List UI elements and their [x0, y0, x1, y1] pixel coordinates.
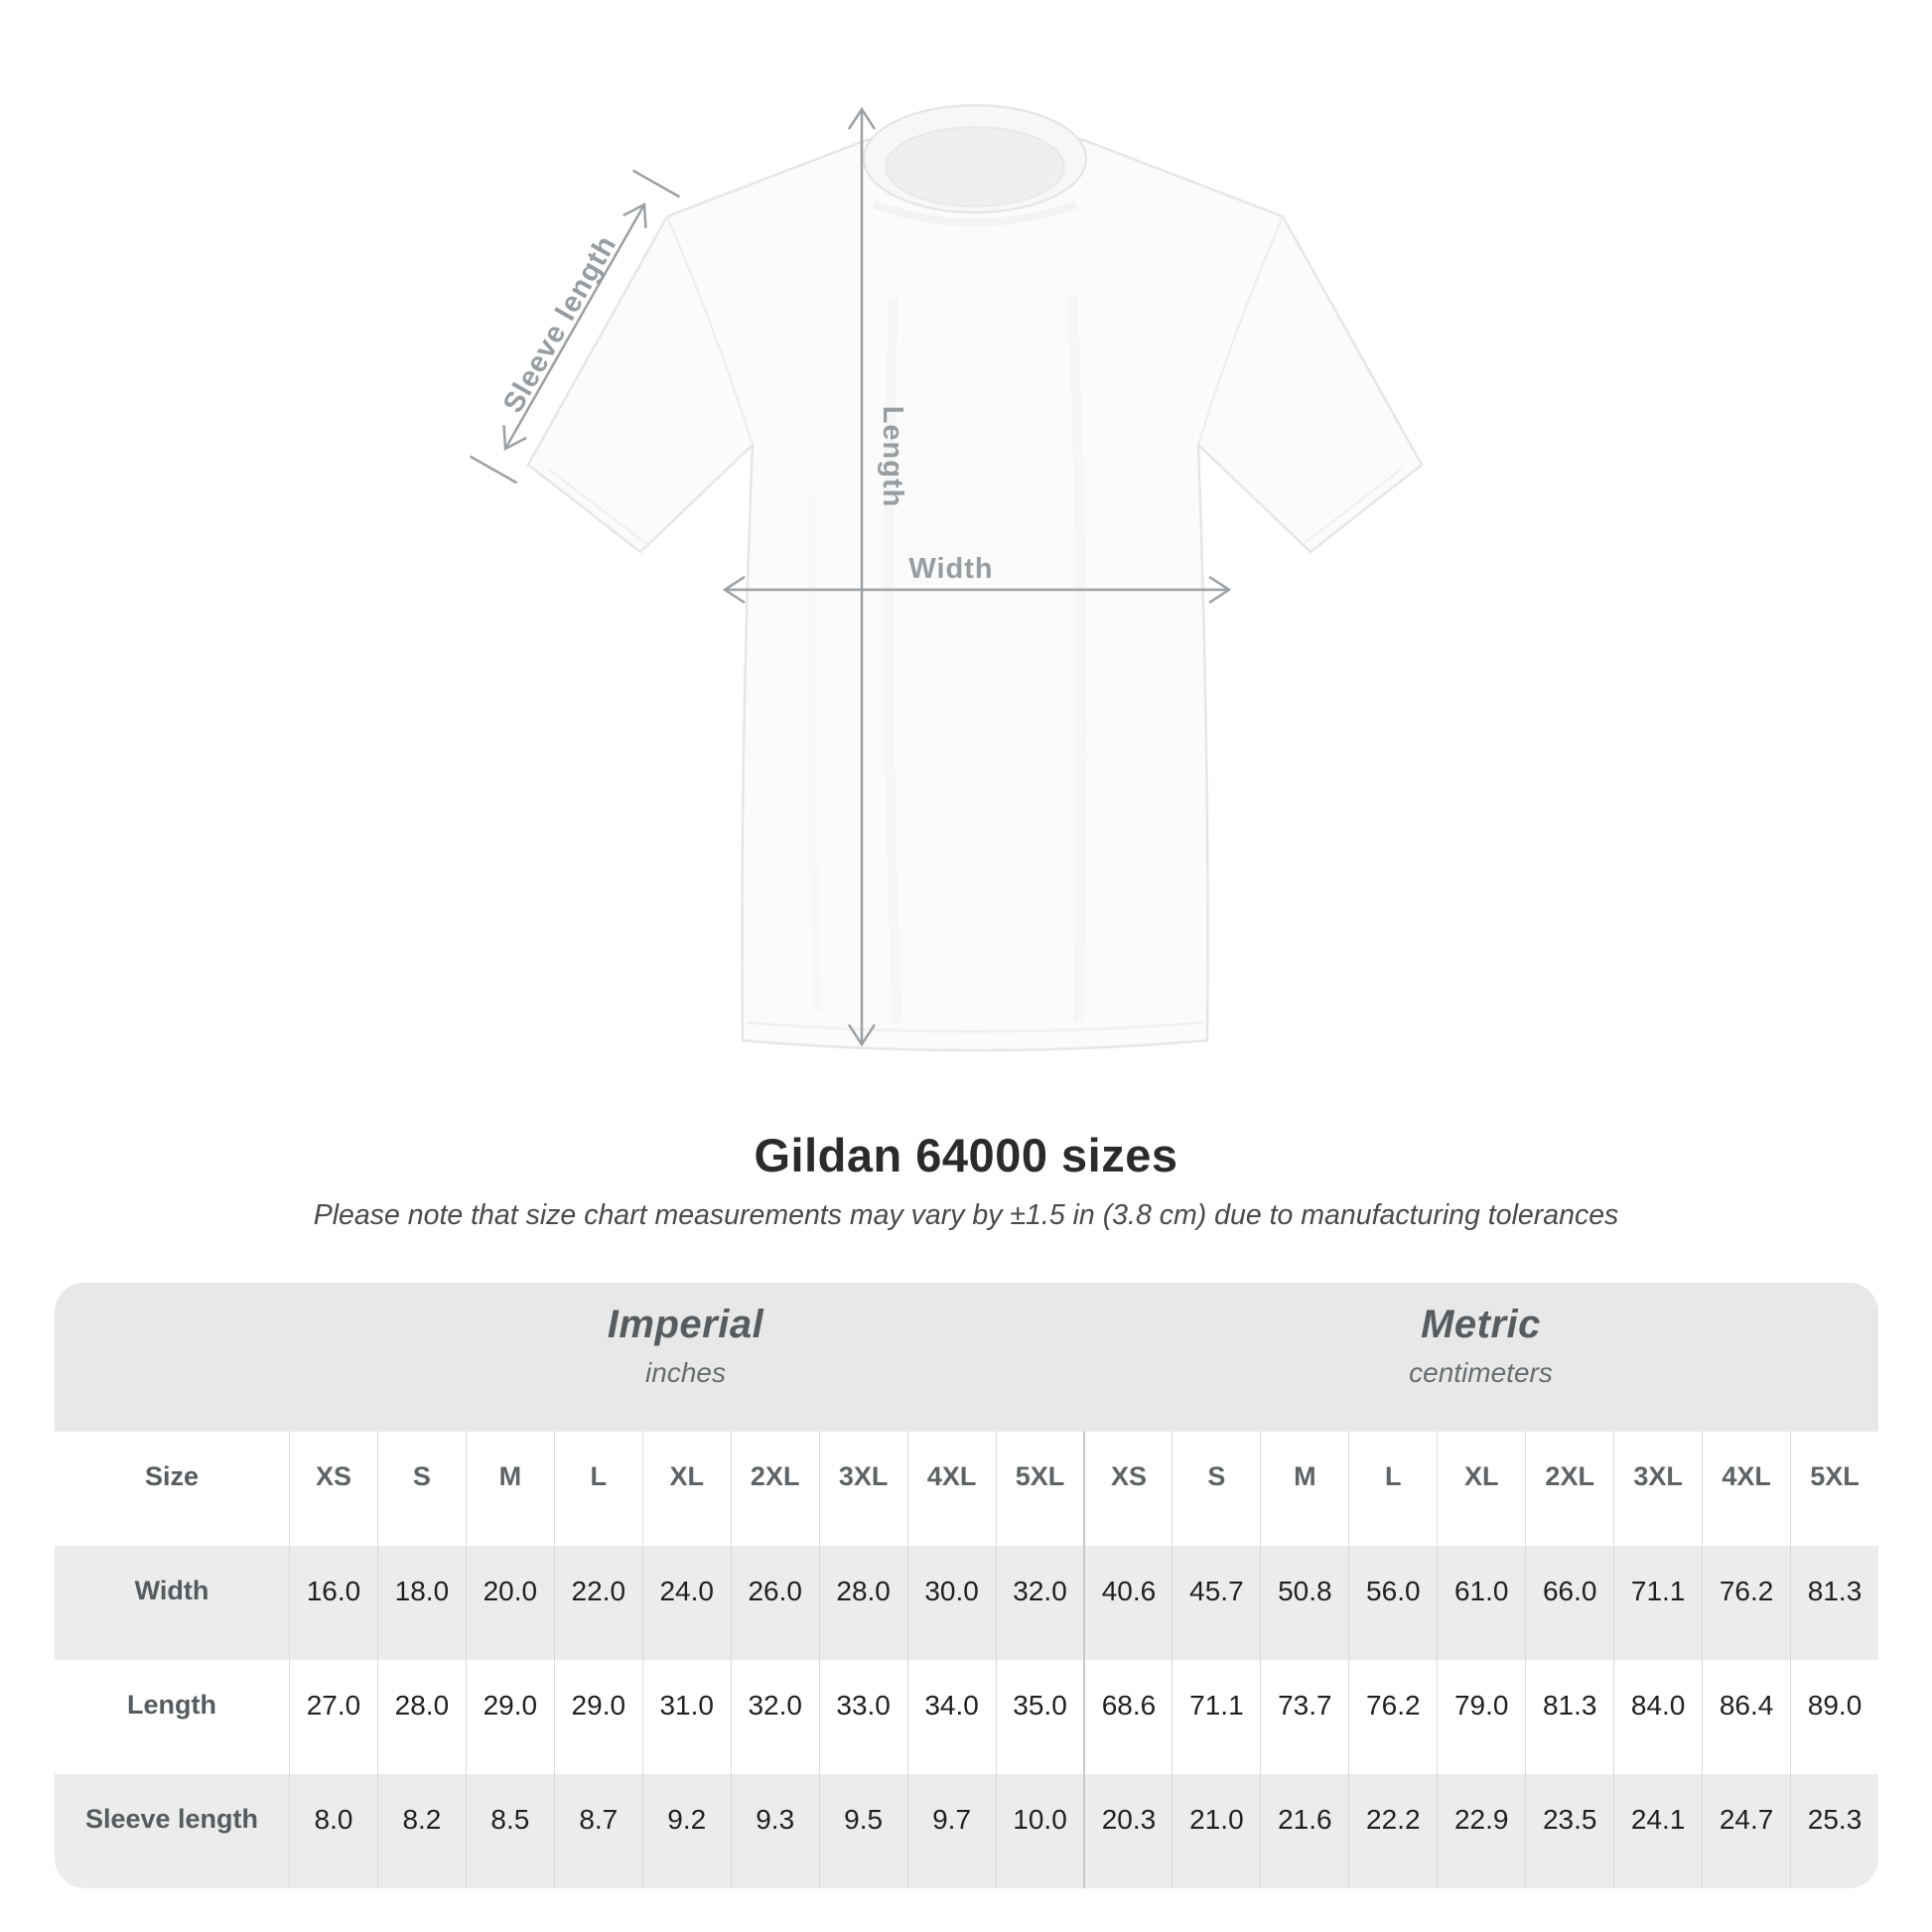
- tshirt-body: [526, 123, 1424, 1052]
- size-column-header: M: [465, 1432, 554, 1546]
- measurement-value: 22.0: [553, 1546, 642, 1660]
- size-column-header: S: [1172, 1432, 1261, 1546]
- tshirt-collar: [863, 104, 1087, 226]
- measurement-value: 28.0: [376, 1660, 466, 1774]
- measurement-value: 21.0: [1172, 1774, 1261, 1888]
- size-column-header: XL: [1437, 1432, 1526, 1546]
- measurement-value: 45.7: [1172, 1546, 1261, 1660]
- measurement-value: 89.0: [1790, 1660, 1878, 1774]
- measurement-value: 20.3: [1083, 1774, 1173, 1888]
- metric-unit: centimeters: [1409, 1357, 1553, 1388]
- size-column-header: 2XL: [1525, 1432, 1614, 1546]
- unit-header-band: Imperial inches Metric centimeters: [55, 1283, 1878, 1432]
- measurement-value: 8.0: [289, 1774, 377, 1888]
- measurement-value: 22.9: [1437, 1774, 1526, 1888]
- size-column-header: XS: [1083, 1432, 1173, 1546]
- size-column-header: S: [376, 1432, 466, 1546]
- size-column-header: L: [553, 1432, 642, 1546]
- width-arrow: [722, 575, 1232, 605]
- size-column-header: L: [1348, 1432, 1438, 1546]
- size-column-header: 4XL: [906, 1432, 996, 1546]
- measurement-value: 81.3: [1790, 1546, 1878, 1660]
- measurement-value: 56.0: [1348, 1546, 1438, 1660]
- measurement-value: 10.0: [995, 1774, 1084, 1888]
- size-column-header: 4XL: [1702, 1432, 1791, 1546]
- size-column-header: 3XL: [1613, 1432, 1703, 1546]
- measurement-value: 8.2: [376, 1774, 466, 1888]
- size-column-header: M: [1260, 1432, 1349, 1546]
- measurement-value: 23.5: [1525, 1774, 1614, 1888]
- measurement-value: 68.6: [1083, 1660, 1173, 1774]
- measurement-value: 8.5: [465, 1774, 554, 1888]
- measurement-value: 26.0: [730, 1546, 819, 1660]
- imperial-group-header: Imperial inches: [288, 1303, 1083, 1389]
- measurement-value: 9.2: [641, 1774, 731, 1888]
- measurement-value: 30.0: [906, 1546, 996, 1660]
- tshirt-illustration: [526, 104, 1424, 1052]
- metric-label: Metric: [1421, 1303, 1541, 1346]
- measurement-value: 71.1: [1613, 1546, 1703, 1660]
- tolerance-note: Please note that size chart measurements…: [313, 1199, 1619, 1231]
- measurement-value: 18.0: [376, 1546, 466, 1660]
- measurement-value: 81.3: [1525, 1660, 1614, 1774]
- measurement-value: 50.8: [1260, 1546, 1349, 1660]
- size-column-header: 3XL: [818, 1432, 907, 1546]
- size-column-header: 2XL: [730, 1432, 819, 1546]
- measurement-value: 24.0: [641, 1546, 731, 1660]
- measurement-value: 9.5: [818, 1774, 907, 1888]
- size-grid: Size XS S M L XL 2XL 3XL 4XL 5XL XS S M L XL 2XL 3XL 4XL 5…: [55, 1432, 1878, 1888]
- measurement-value: 28.0: [818, 1546, 907, 1660]
- measurement-value: 21.6: [1260, 1774, 1349, 1888]
- measurement-value: 76.2: [1348, 1660, 1438, 1774]
- measurement-value: 40.6: [1083, 1546, 1173, 1660]
- width-label: Width: [908, 553, 993, 585]
- page-title: Gildan 64000 sizes: [754, 1129, 1178, 1181]
- metric-group-header: Metric centimeters: [1083, 1303, 1878, 1389]
- measurement-lines: [469, 106, 1232, 1047]
- imperial-label: Imperial: [607, 1303, 764, 1346]
- measurement-value: 8.7: [553, 1774, 642, 1888]
- measurement-value: 24.7: [1702, 1774, 1791, 1888]
- imperial-unit: inches: [645, 1357, 726, 1388]
- measurement-value: 25.3: [1790, 1774, 1878, 1888]
- size-column-header: XL: [641, 1432, 731, 1546]
- row-label: Size: [55, 1432, 289, 1546]
- measurement-value: 32.0: [995, 1546, 1084, 1660]
- length-label: Length: [877, 406, 908, 508]
- measurement-value: 79.0: [1437, 1660, 1526, 1774]
- row-label: Width: [55, 1546, 289, 1660]
- measurement-value: 86.4: [1702, 1660, 1791, 1774]
- measurement-value: 20.0: [465, 1546, 554, 1660]
- measurement-value: 76.2: [1702, 1546, 1791, 1660]
- row-label: Length: [55, 1660, 289, 1774]
- measurement-value: 61.0: [1437, 1546, 1526, 1660]
- measurement-value: 9.7: [906, 1774, 996, 1888]
- size-column-header: 5XL: [1790, 1432, 1878, 1546]
- measurement-value: 9.3: [730, 1774, 819, 1888]
- measurement-value: 66.0: [1525, 1546, 1614, 1660]
- row-label: Sleeve length: [55, 1774, 289, 1888]
- measurement-value: 29.0: [465, 1660, 554, 1774]
- measurement-value: 33.0: [818, 1660, 907, 1774]
- measurement-value: 35.0: [995, 1660, 1084, 1774]
- measurement-value: 31.0: [641, 1660, 731, 1774]
- measurement-value: 22.2: [1348, 1774, 1438, 1888]
- measurement-value: 73.7: [1260, 1660, 1349, 1774]
- measurement-value: 71.1: [1172, 1660, 1261, 1774]
- measurement-value: 29.0: [553, 1660, 642, 1774]
- measurement-value: 32.0: [730, 1660, 819, 1774]
- size-column-header: XS: [289, 1432, 377, 1546]
- measurement-value: 84.0: [1613, 1660, 1703, 1774]
- length-arrow: [847, 106, 877, 1047]
- measurement-value: 24.1: [1613, 1774, 1703, 1888]
- size-column-header: 5XL: [995, 1432, 1084, 1546]
- measurement-value: 34.0: [906, 1660, 996, 1774]
- size-table: Imperial inches Metric centimeters Size X…: [55, 1283, 1878, 1888]
- sleeve-length-arrow: [469, 169, 681, 484]
- measurement-value: 27.0: [289, 1660, 377, 1774]
- measurement-value: 16.0: [289, 1546, 377, 1660]
- tshirt-measurement-diagram: Sleeve length Length Width: [469, 104, 1424, 1052]
